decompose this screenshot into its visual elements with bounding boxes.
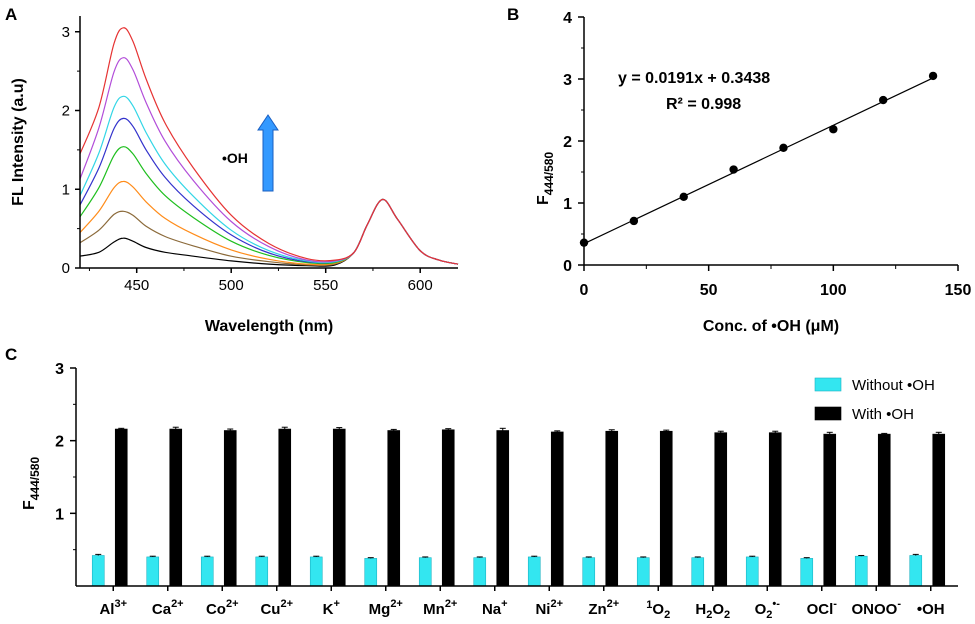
legend-label: With •OH <box>852 406 914 423</box>
y-tick-label: 2 <box>563 134 572 151</box>
bar-without <box>691 557 705 587</box>
bar-without <box>745 556 759 587</box>
y-tick-label: 0 <box>563 258 572 275</box>
bar-with <box>114 428 128 587</box>
y-tick-label: 1 <box>563 196 572 213</box>
panel-a-spectra: 450 500 550 600 0 1 2 3 Wavelength (nm) FL Intens… <box>10 16 459 335</box>
bar-without <box>418 557 432 587</box>
bar-with <box>659 430 673 587</box>
bar-without <box>91 555 105 587</box>
y-tick-label: 3 <box>62 24 70 41</box>
category-label: 1O2 <box>646 599 670 621</box>
y-axis-title: F444/580 <box>21 457 42 510</box>
x-tick-label: 100 <box>820 282 847 299</box>
category-label: Mn2+ <box>423 598 457 618</box>
category-label: Mg2+ <box>369 598 403 618</box>
y-tick-label: 1 <box>55 506 64 523</box>
category-label: •OH <box>917 601 945 618</box>
x-tick-label: 150 <box>945 282 972 299</box>
x-tick-label: 50 <box>700 282 718 299</box>
bar-without <box>800 558 814 587</box>
data-point <box>928 71 938 81</box>
category-label: Ni2+ <box>535 598 563 618</box>
category-label: O2•- <box>755 598 781 621</box>
x-tick-label: 500 <box>219 277 244 294</box>
spectrum-line-1 <box>79 198 459 267</box>
data-point <box>879 95 888 105</box>
bar-with <box>823 433 837 587</box>
data-point <box>729 165 738 174</box>
category-label: Co2+ <box>206 598 239 618</box>
x-tick-label: 450 <box>124 277 149 294</box>
x-tick-label: 550 <box>313 277 338 294</box>
bar-with <box>332 428 346 587</box>
bar-without <box>309 556 323 587</box>
y-tick-label: 2 <box>55 434 64 451</box>
category-label: H2O2 <box>695 601 730 621</box>
bar-without <box>473 557 487 587</box>
panel-letter-c: C <box>5 345 17 364</box>
bar-with <box>550 431 564 587</box>
category-label: Na+ <box>482 598 508 618</box>
bar-with <box>169 428 183 587</box>
bar-with <box>223 430 237 587</box>
oh-annotation: •OH <box>222 150 248 166</box>
x-tick-label: 0 <box>580 282 589 299</box>
bar-with <box>278 428 292 587</box>
fit-line <box>583 77 934 245</box>
panel-letter-a: A <box>5 5 17 24</box>
bar-without <box>854 555 868 587</box>
bar-with <box>441 429 455 587</box>
legend-swatch <box>814 406 842 421</box>
data-point <box>829 125 838 134</box>
bar-without <box>527 556 541 587</box>
category-label: OCl- <box>807 598 838 618</box>
data-point <box>629 216 639 226</box>
bar-with <box>496 430 510 587</box>
regression-equation: y = 0.0191x + 0.3438 <box>618 70 770 87</box>
category-label: ONOO- <box>851 598 901 618</box>
increase-arrow-icon <box>257 114 279 192</box>
x-axis-title: Conc. of •OH (μM) <box>703 318 839 335</box>
bar-with <box>932 433 946 587</box>
bar-with <box>605 430 619 587</box>
panel-c-selectivity: Al3+ Ca2+ Co2+ Cu2+ K+ Mg2+ Mn2+ Na+ Ni2+ Zn2+ 1O2… <box>21 361 958 621</box>
bar-without <box>255 556 269 587</box>
bar-without <box>364 558 378 587</box>
category-label: Al3+ <box>99 598 127 618</box>
bar-with <box>387 430 401 587</box>
bar-without <box>146 556 160 587</box>
y-tick-label: 4 <box>563 10 572 27</box>
category-label: Ca2+ <box>152 598 184 618</box>
panel-letter-b: B <box>507 5 519 24</box>
data-point <box>779 143 788 153</box>
legend-swatch <box>814 377 842 392</box>
y-tick-label: 1 <box>62 181 70 198</box>
y-tick-label: 3 <box>563 72 572 89</box>
bar-without <box>909 555 923 587</box>
data-point <box>679 192 688 201</box>
category-label: K+ <box>323 598 340 618</box>
panel-b-calibration: 0 50 100 150 0 1 2 3 4 Conc. of •OH (μM) F444/580 y… <box>535 10 971 335</box>
bar-without <box>636 557 650 587</box>
spectrum-line-8 <box>79 27 459 265</box>
category-label: Cu2+ <box>260 598 293 618</box>
y-axis-title: FL Intensity (a.u) <box>10 78 27 206</box>
legend-label: Without •OH <box>852 377 935 394</box>
bar-with <box>877 433 891 587</box>
spectrum-line-3 <box>79 180 459 266</box>
bar-with <box>768 432 782 587</box>
y-tick-label: 3 <box>55 361 64 378</box>
bar-without <box>200 556 214 587</box>
x-axis-title: Wavelength (nm) <box>205 318 333 335</box>
x-tick-label: 600 <box>408 277 433 294</box>
y-tick-label: 0 <box>62 260 70 277</box>
category-label: Zn2+ <box>588 598 619 618</box>
bar-without <box>582 557 596 587</box>
y-tick-label: 2 <box>62 103 70 120</box>
bar-with <box>714 432 728 587</box>
r-squared: R² = 0.998 <box>666 96 741 113</box>
y-axis-title: F444/580 <box>535 152 556 205</box>
